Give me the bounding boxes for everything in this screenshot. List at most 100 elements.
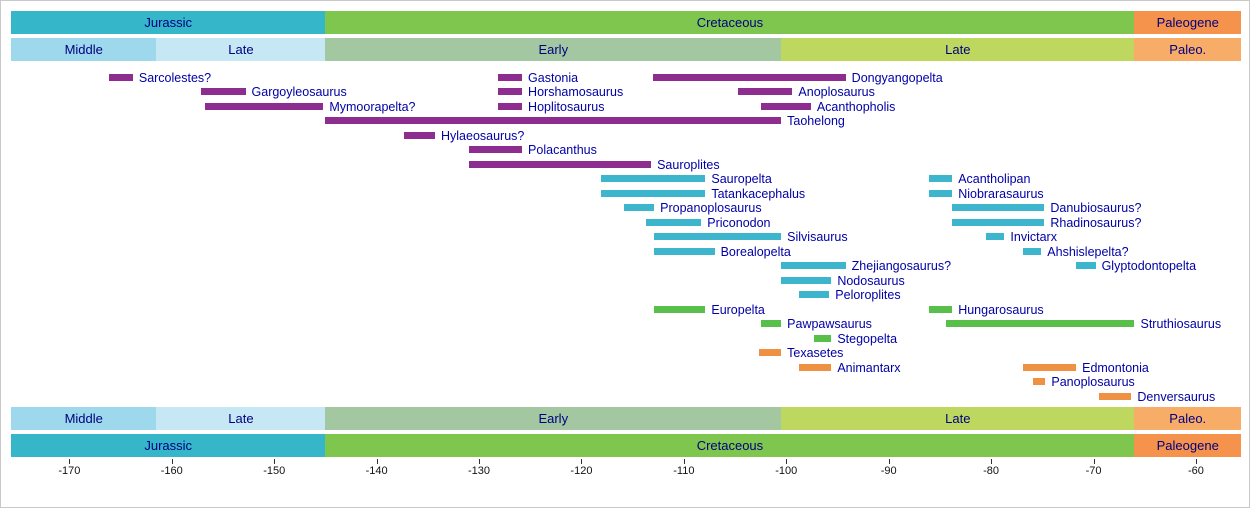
period-band-bottom-label: Paleogene (1156, 438, 1219, 453)
taxon-label-hylaeosaurus[interactable]: Hylaeosaurus? (440, 128, 525, 143)
taxon-bar-dongyangopelta (653, 73, 846, 81)
period-band-top-label: Jurassic (144, 15, 193, 30)
period-band-top-cretaceous: Cretaceous (325, 11, 1135, 34)
taxon-label-danubiosaurus[interactable]: Danubiosaurus? (1050, 201, 1142, 215)
taxon-bar-anoplosaurus (738, 88, 793, 96)
taxon-label-denversaurus[interactable]: Denversaurus (1137, 389, 1216, 404)
taxon-label-animantarx[interactable]: Animantarx (837, 360, 901, 375)
taxon-label-hoplitosaurus[interactable]: Hoplitosaurus (528, 99, 605, 114)
epoch-band-bottom-label: Late (228, 411, 254, 426)
taxon-bar-hoplitosaurus (498, 102, 523, 110)
taxon-label-tatankacephalus[interactable]: Tatankacephalus (711, 186, 806, 201)
axis-tick-label: -70 (1085, 465, 1102, 477)
taxon-bar-gargoyleosaurus (201, 88, 246, 96)
taxon-label-nodosaurus[interactable]: Nodosaurus (837, 273, 905, 288)
taxon-bar-animantarx (798, 363, 832, 371)
taxon-label-propanoplosaurus[interactable]: Propanoplosaurus (660, 201, 762, 215)
axis-tick (376, 459, 378, 464)
axis-tick (1195, 459, 1197, 464)
taxon-label-pawpawsaurus[interactable]: Pawpawsaurus (787, 317, 872, 331)
axis-tick (171, 459, 173, 464)
taxon-label-priconodon[interactable]: Priconodon (707, 215, 771, 230)
taxon-label-gargoyleosaurus[interactable]: Gargoyleosaurus (251, 85, 347, 99)
epoch-band-bottom-label: Paleo. (1169, 411, 1207, 426)
epoch-band-top-middle: Middle (11, 38, 157, 61)
taxon-label-ahshislepelta[interactable]: Ahshislepelta? (1047, 244, 1129, 259)
epoch-band-top-late: Late (156, 38, 326, 61)
taxon-bar-taohelong (325, 117, 782, 125)
epoch-band-top-label: Early (538, 42, 569, 57)
epoch-band-bottom-label: Late (945, 411, 971, 426)
taxon-label-glyptodontopelta[interactable]: Glyptodontopelta (1101, 259, 1197, 273)
epoch-band-bottom-early: Early (325, 407, 782, 430)
axis-tick (69, 459, 71, 464)
taxon-bar-nodosaurus (781, 276, 832, 284)
taxon-bar-zhejiangosaurus (781, 262, 846, 270)
taxon-label-struthiosaurus[interactable]: Struthiosaurus (1140, 317, 1222, 331)
period-band-bottom-paleogene: Paleogene (1134, 434, 1241, 457)
axis-tick-label: -160 (160, 465, 183, 477)
taxon-label-hungarosaurus[interactable]: Hungarosaurus (958, 302, 1044, 317)
taxon-bar-sarcolestes (109, 73, 133, 81)
taxon-bar-rhadinosaurus (952, 218, 1045, 226)
period-band-top-paleogene: Paleogene (1134, 11, 1241, 34)
epoch-band-top-label: Middle (64, 42, 103, 57)
taxon-label-sauropelta[interactable]: Sauropelta (711, 172, 772, 186)
epoch-band-bottom-middle: Middle (11, 407, 157, 430)
axis-tick (683, 459, 685, 464)
axis-tick-label: -90 (880, 465, 897, 477)
taxon-bar-ahshislepelta (1022, 247, 1042, 255)
axis-tick-label: -60 (1187, 465, 1204, 477)
axis-tick-label: -110 (673, 465, 695, 477)
taxon-bar-peloroplites (798, 291, 830, 299)
taxon-label-anoplosaurus[interactable]: Anoplosaurus (798, 85, 875, 99)
epoch-band-top-paleo: Paleo. (1134, 38, 1241, 61)
taxon-bar-sauropelta (600, 175, 706, 183)
taxon-bar-propanoplosaurus (624, 204, 655, 212)
taxon-label-texasetes[interactable]: Texasetes (787, 346, 844, 360)
axis-tick (991, 459, 993, 464)
taxon-bar-hylaeosaurus (404, 131, 435, 139)
axis-tick-label: -150 (263, 465, 286, 477)
period-band-top-jurassic: Jurassic (11, 11, 326, 34)
taxon-label-panoplosaurus[interactable]: Panoplosaurus (1051, 375, 1135, 389)
taxon-label-rhadinosaurus[interactable]: Rhadinosaurus? (1050, 215, 1142, 230)
taxon-label-europelta[interactable]: Europelta (711, 302, 765, 317)
taxon-bar-gastonia (498, 73, 523, 81)
taxon-label-taohelong[interactable]: Taohelong (787, 114, 845, 128)
taxon-label-gastonia[interactable]: Gastonia (528, 70, 579, 85)
epoch-band-bottom-label: Middle (64, 411, 103, 426)
taxon-bar-struthiosaurus (946, 320, 1135, 328)
taxon-label-sauroplites[interactable]: Sauroplites (657, 157, 720, 172)
taxon-bar-panoplosaurus (1033, 378, 1046, 386)
axis-tick-label: -100 (775, 465, 798, 477)
taxon-label-acantholipan[interactable]: Acantholipan (958, 172, 1031, 186)
epoch-band-bottom-paleo: Paleo. (1134, 407, 1241, 430)
taxon-label-borealopelta[interactable]: Borealopelta (720, 244, 791, 259)
taxon-label-mymoorapelta[interactable]: Mymoorapelta? (329, 99, 416, 114)
taxon-label-stegopelta[interactable]: Stegopelta (837, 331, 898, 346)
taxon-label-edmontonia[interactable]: Edmontonia (1082, 360, 1149, 375)
taxon-label-polacanthus[interactable]: Polacanthus (528, 143, 597, 157)
taxon-label-invictarx[interactable]: Invictarx (1010, 230, 1057, 244)
taxon-label-dongyangopelta[interactable]: Dongyangopelta (851, 70, 943, 85)
taxon-label-horshamosaurus[interactable]: Horshamosaurus (528, 85, 624, 99)
axis-tick-label: -140 (365, 465, 388, 477)
taxon-label-silvisaurus[interactable]: Silvisaurus (787, 230, 848, 244)
taxon-bar-silvisaurus (654, 233, 782, 241)
taxon-bar-stegopelta (813, 334, 832, 342)
axis-tick (786, 459, 788, 464)
taxon-bar-horshamosaurus (498, 88, 523, 96)
epoch-band-bottom-late: Late (781, 407, 1135, 430)
axis-tick (274, 459, 276, 464)
epoch-band-top-late: Late (781, 38, 1135, 61)
taxon-bar-hungarosaurus (928, 305, 953, 313)
taxon-label-peloroplites[interactable]: Peloroplites (835, 288, 901, 302)
taxon-label-sarcolestes[interactable]: Sarcolestes? (138, 70, 212, 85)
taxon-bar-polacanthus (468, 146, 523, 154)
period-band-bottom-jurassic: Jurassic (11, 434, 326, 457)
taxon-label-acanthopholis[interactable]: Acanthopholis (816, 99, 896, 114)
taxon-label-zhejiangosaurus[interactable]: Zhejiangosaurus? (851, 259, 952, 273)
taxon-label-niobrarasaurus[interactable]: Niobrarasaurus (958, 186, 1044, 201)
